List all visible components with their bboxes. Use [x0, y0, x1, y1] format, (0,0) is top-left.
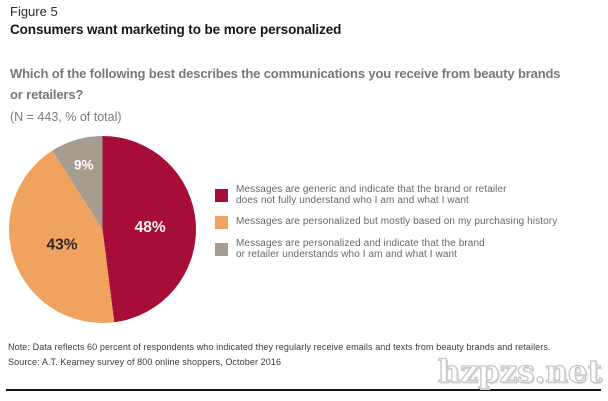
pie-slice-value-1: 43% — [46, 237, 77, 254]
legend-label-line: does not fully understand who I am and w… — [236, 194, 469, 206]
survey-question-line-1: Which of the following best describes th… — [10, 66, 561, 81]
legend-label: Messages are personalized but mostly bas… — [236, 217, 557, 228]
pie-slice-1 — [9, 150, 115, 323]
pie-slice-2 — [52, 136, 103, 230]
legend-item-understands-me: Messages are personalized and indicate t… — [215, 238, 557, 260]
pie-slice-0 — [102, 136, 196, 323]
legend-swatch-gray — [215, 243, 228, 256]
legend-swatch-orange — [215, 216, 228, 229]
legend-label: Messages are personalized and indicate t… — [236, 238, 485, 260]
legend-label-line: Messages are generic and indicate that t… — [236, 184, 507, 195]
legend-label-line: Messages are personalized and indicate t… — [236, 238, 485, 249]
watermark: hzpzs.net — [437, 354, 603, 390]
legend-item-generic: Messages are generic and indicate that t… — [215, 184, 557, 206]
note-text: Note: Data reflects 60 percent of respon… — [8, 342, 551, 352]
bottom-rule — [6, 389, 601, 391]
source-text: Source: A.T. Kearney survey of 800 onlin… — [8, 357, 282, 367]
pie-slice-value-2: 9% — [74, 158, 94, 173]
figure-title: Consumers want marketing to be more pers… — [10, 22, 342, 37]
legend-label-line: or retailer understands who I am and wha… — [236, 248, 458, 260]
legend-item-purchase-history: Messages are personalized but mostly bas… — [215, 216, 557, 229]
legend-label-line: Messages are personalized but mostly bas… — [236, 216, 558, 228]
legend-swatch-red — [215, 189, 228, 202]
footnotes: Note: Data reflects 60 percent of respon… — [8, 340, 551, 370]
pie-slice-value-0: 48% — [135, 219, 166, 236]
survey-question: Which of the following best describes th… — [10, 63, 606, 127]
pie-chart: 48% 43% 9% — [9, 136, 196, 323]
chart-legend: Messages are generic and indicate that t… — [215, 184, 557, 260]
figure-number: Figure 5 — [10, 4, 58, 19]
sample-size-note: (N = 443, % of total) — [10, 110, 122, 124]
survey-question-line-2: or retailers? — [10, 87, 84, 102]
legend-label: Messages are generic and indicate that t… — [236, 184, 507, 206]
